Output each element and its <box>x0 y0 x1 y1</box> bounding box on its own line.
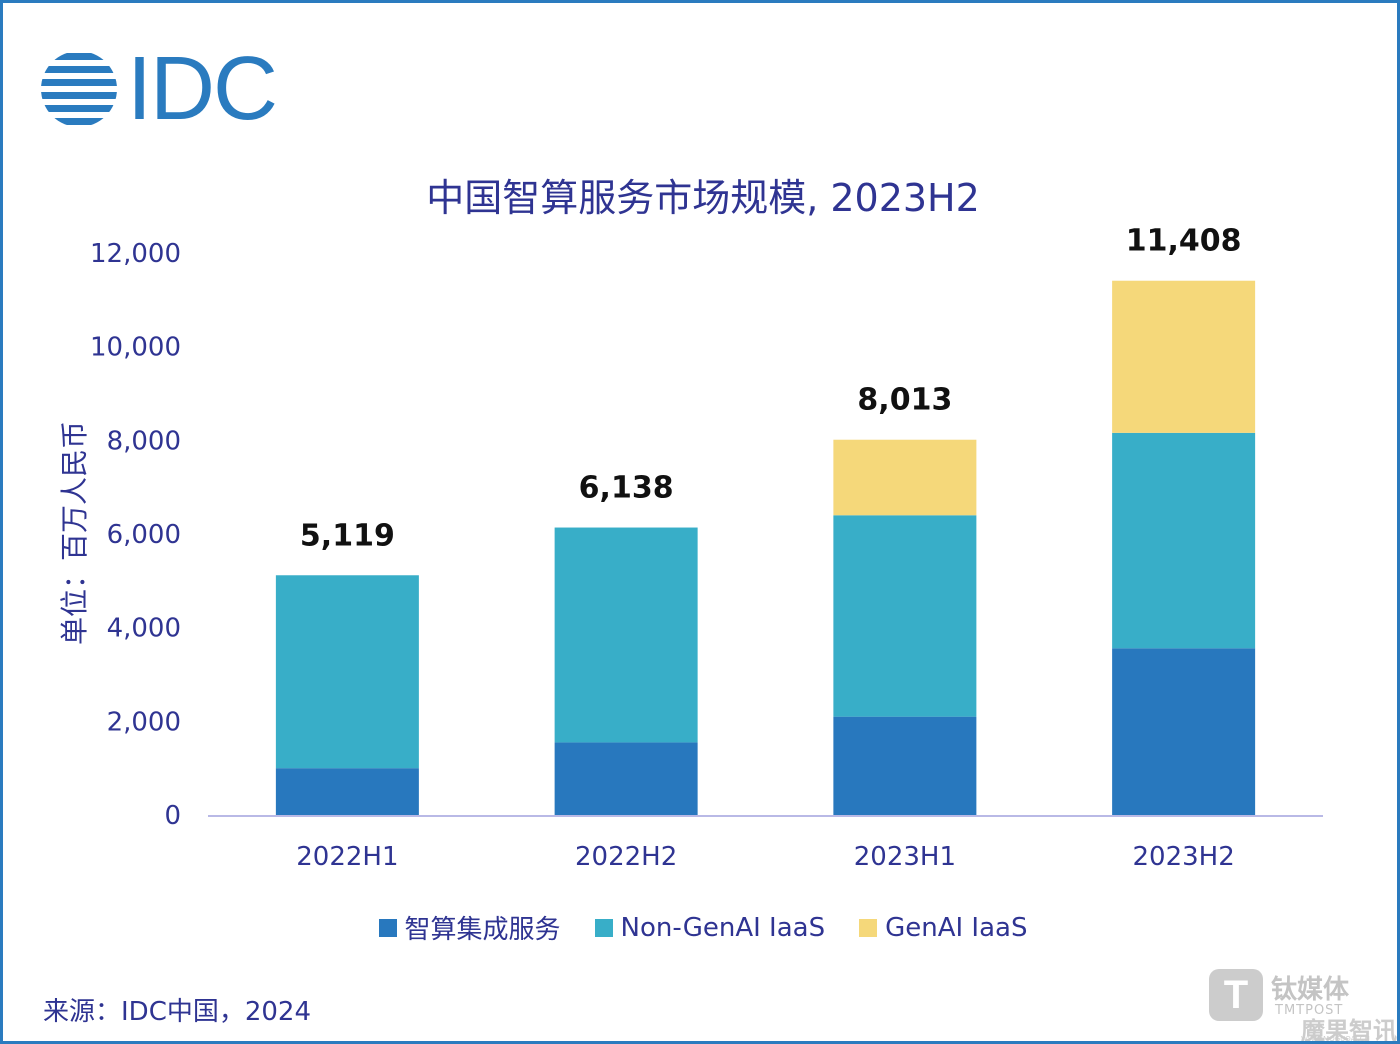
y-tick-label: 8,000 <box>107 426 181 456</box>
watermark-en: TMTPOST <box>1275 1003 1344 1018</box>
total-data-label: 6,138 <box>579 471 674 506</box>
bar-segment <box>833 439 977 516</box>
total-data-label: 11,408 <box>1126 224 1242 259</box>
y-tick-label: 2,000 <box>107 707 181 737</box>
y-tick-label: 6,000 <box>107 520 181 550</box>
tmtpost-logo-icon: T <box>1209 969 1263 1021</box>
legend: 智算集成服务 Non-GenAI IaaS GenAI IaaS <box>3 909 1397 946</box>
idc-logo: IDC <box>39 39 309 139</box>
stacked-bar-chart: 0 2,000 4,000 6,000 8,000 10,000 12,000 5,119 20… <box>90 224 1323 872</box>
watermark-cn2: 魔果智讯 <box>1301 1017 1397 1044</box>
total-data-label: 8,013 <box>857 383 952 418</box>
x-tick-label: 2023H2 <box>1132 842 1234 872</box>
x-tick-label: 2023H1 <box>854 842 956 872</box>
source-note: 来源：IDC中国，2024 <box>43 997 312 1027</box>
tmtpost-watermark: T 钛媒体 TMTPOST 魔果智讯 WWW.MOGUOAI.CN <box>1209 965 1397 1044</box>
legend-swatch <box>859 918 878 937</box>
bar-segment <box>275 575 419 769</box>
y-tick-label: 0 <box>164 801 181 831</box>
logo-text: IDC <box>127 39 278 139</box>
watermark-url: WWW.MOGUOAI.CN <box>1301 1035 1370 1043</box>
bar-segment <box>1112 648 1256 815</box>
x-tick-label: 2022H2 <box>575 842 677 872</box>
bar-segment <box>833 716 977 815</box>
legend-label: GenAI IaaS <box>885 912 1028 943</box>
bar-segment <box>275 768 419 815</box>
legend-swatch <box>594 918 613 937</box>
y-tick-label: 4,000 <box>107 614 181 644</box>
chart-title: 中国智算服务市场规模, 2023H2 <box>426 176 980 220</box>
bar-segment <box>554 742 698 815</box>
x-tick-label: 2022H1 <box>296 842 398 872</box>
y-tick-label: 12,000 <box>90 239 181 269</box>
legend-label: Non-GenAI IaaS <box>620 912 826 943</box>
globe-icon <box>41 53 117 125</box>
legend-swatch <box>378 918 397 937</box>
bar-segment <box>1112 432 1256 649</box>
bar-segment <box>833 515 977 717</box>
watermark-cn: 钛媒体 <box>1271 975 1350 1005</box>
total-data-label: 5,119 <box>300 518 395 553</box>
bar-segment <box>1112 280 1256 433</box>
legend-item-non-genai: Non-GenAI IaaS <box>594 909 826 946</box>
legend-item-integration: 智算集成服务 <box>378 909 561 946</box>
legend-item-genai: GenAI IaaS <box>859 909 1027 946</box>
y-tick-label: 10,000 <box>90 333 181 363</box>
bar-segment <box>554 527 698 743</box>
legend-label: 智算集成服务 <box>404 915 561 945</box>
